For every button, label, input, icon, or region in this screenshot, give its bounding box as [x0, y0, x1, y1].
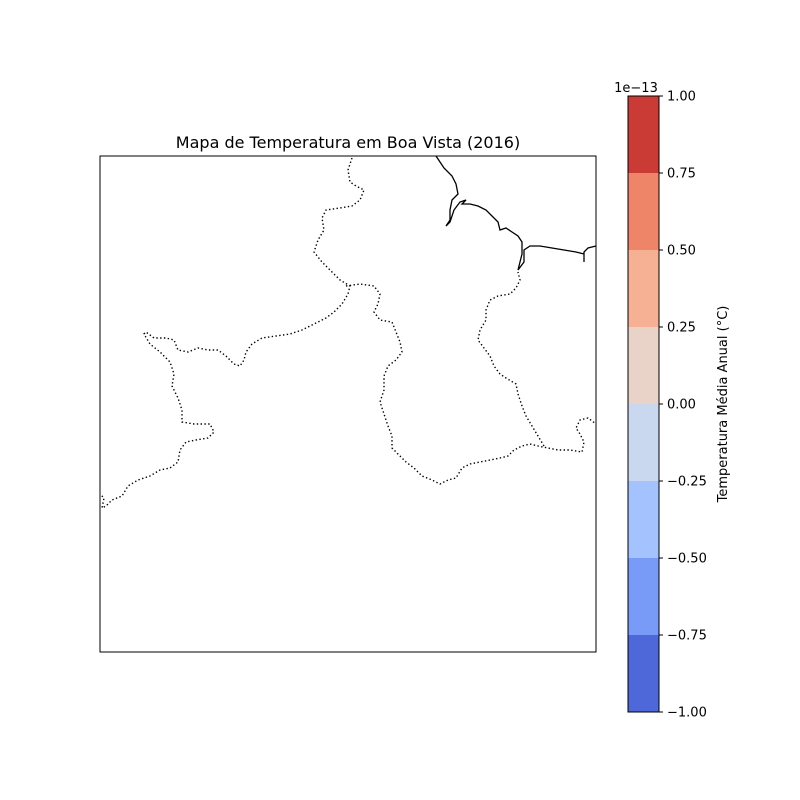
colorbar-tick-label: −0.75 [667, 629, 707, 644]
colorbar-tick-label: −0.25 [667, 475, 707, 490]
colorbar-segment [628, 173, 659, 251]
colorbar-segment [628, 327, 659, 405]
colorbar-ticks: 1.00 0.75 0.50 0.25 0.00 −0.25 −0.50 −0.75 −1.00 [659, 90, 707, 721]
colorbar-offset-text: 1e−13 [614, 81, 658, 96]
state-border-center [345, 283, 597, 485]
state-border-west [99, 157, 365, 510]
colorbar-tick-label: 1.00 [667, 90, 696, 105]
colorbar-tick-label: 0.25 [667, 321, 696, 336]
colorbar-tick-label: 0.00 [667, 398, 696, 413]
map-frame [99, 155, 597, 653]
country-border [435, 155, 597, 271]
colorbar-tick-label: 0.75 [667, 167, 696, 182]
colorbar-segments [628, 96, 659, 713]
map-panel [99, 155, 597, 653]
colorbar-segment [628, 404, 659, 482]
colorbar-segment [628, 481, 659, 559]
colorbar-segment [628, 558, 659, 636]
colorbar-tick-label: −0.50 [667, 552, 707, 567]
colorbar-segment [628, 635, 659, 713]
colorbar-tick-label: 0.50 [667, 244, 696, 259]
colorbar-tick-label: −1.00 [667, 706, 707, 721]
map-background [100, 156, 596, 652]
colorbar-label: Temperatura Média Anual (°C) [716, 306, 731, 504]
map-title: Mapa de Temperatura em Boa Vista (2016) [176, 133, 520, 152]
colorbar-segment [628, 96, 659, 174]
colorbar-segment [628, 250, 659, 328]
colorbar: 1.00 0.75 0.50 0.25 0.00 −0.25 −0.50 −0.75 −1.00… [614, 81, 731, 721]
